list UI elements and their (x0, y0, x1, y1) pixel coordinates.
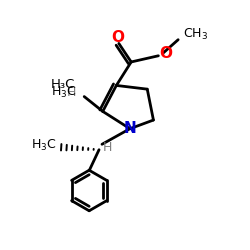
Text: H: H (67, 86, 76, 98)
Text: O: O (111, 30, 124, 45)
Text: $\mathrm{H_3C}$: $\mathrm{H_3C}$ (32, 138, 57, 153)
Text: H₃C: H₃C (51, 78, 75, 91)
Text: H: H (102, 141, 112, 154)
Text: O: O (160, 46, 172, 61)
Text: N: N (124, 121, 136, 136)
Text: $\mathrm{H_3C}$: $\mathrm{H_3C}$ (51, 85, 77, 100)
Text: $\mathrm{CH_3}$: $\mathrm{CH_3}$ (183, 27, 208, 42)
